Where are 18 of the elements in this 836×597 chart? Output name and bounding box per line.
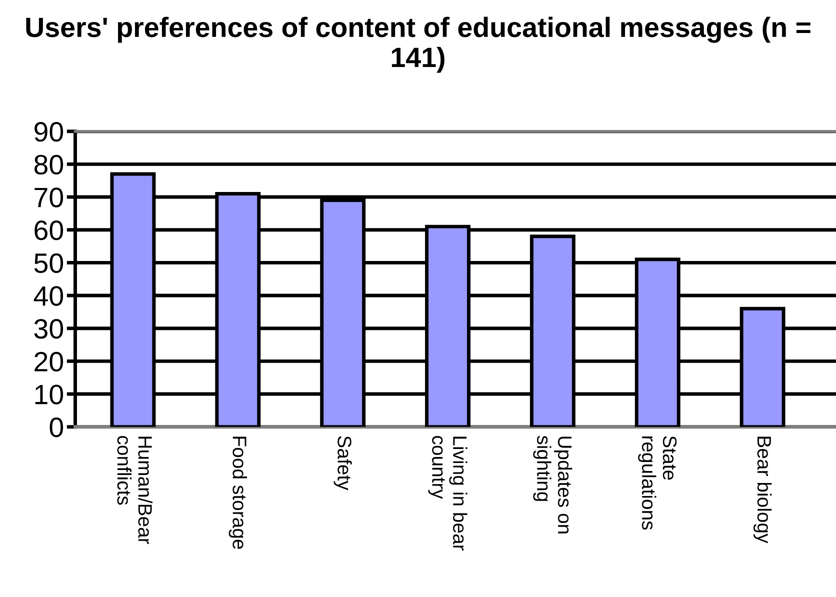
y-tick-label: 10 — [35, 384, 64, 404]
y-tick-label: 40 — [34, 286, 64, 306]
x-tick-label: Human/Bear conflicts — [117, 436, 152, 544]
y-tick-label: 20 — [34, 352, 64, 372]
y-tick-label: 60 — [34, 220, 64, 240]
y-tick-label: 0 — [50, 418, 64, 438]
x-tick-label: Bear biology — [753, 436, 772, 544]
x-tick-label: Food storage — [228, 436, 247, 549]
x-tick-label: State regulations — [638, 436, 677, 530]
x-tick-label: Living in bear country — [428, 436, 468, 551]
x-tick-label: Updates on sighting — [533, 436, 572, 534]
y-tick-label: 80 — [34, 154, 64, 175]
y-tick-label: 30 — [34, 319, 64, 339]
y-tick-label: 70 — [34, 188, 64, 208]
chart-title: Users' preferences of content of educational messages (n = 141) — [26, 16, 810, 73]
y-tick-label: 90 — [34, 122, 64, 142]
x-tick-label: Safety — [334, 436, 352, 490]
y-tick-label: 50 — [34, 253, 64, 274]
